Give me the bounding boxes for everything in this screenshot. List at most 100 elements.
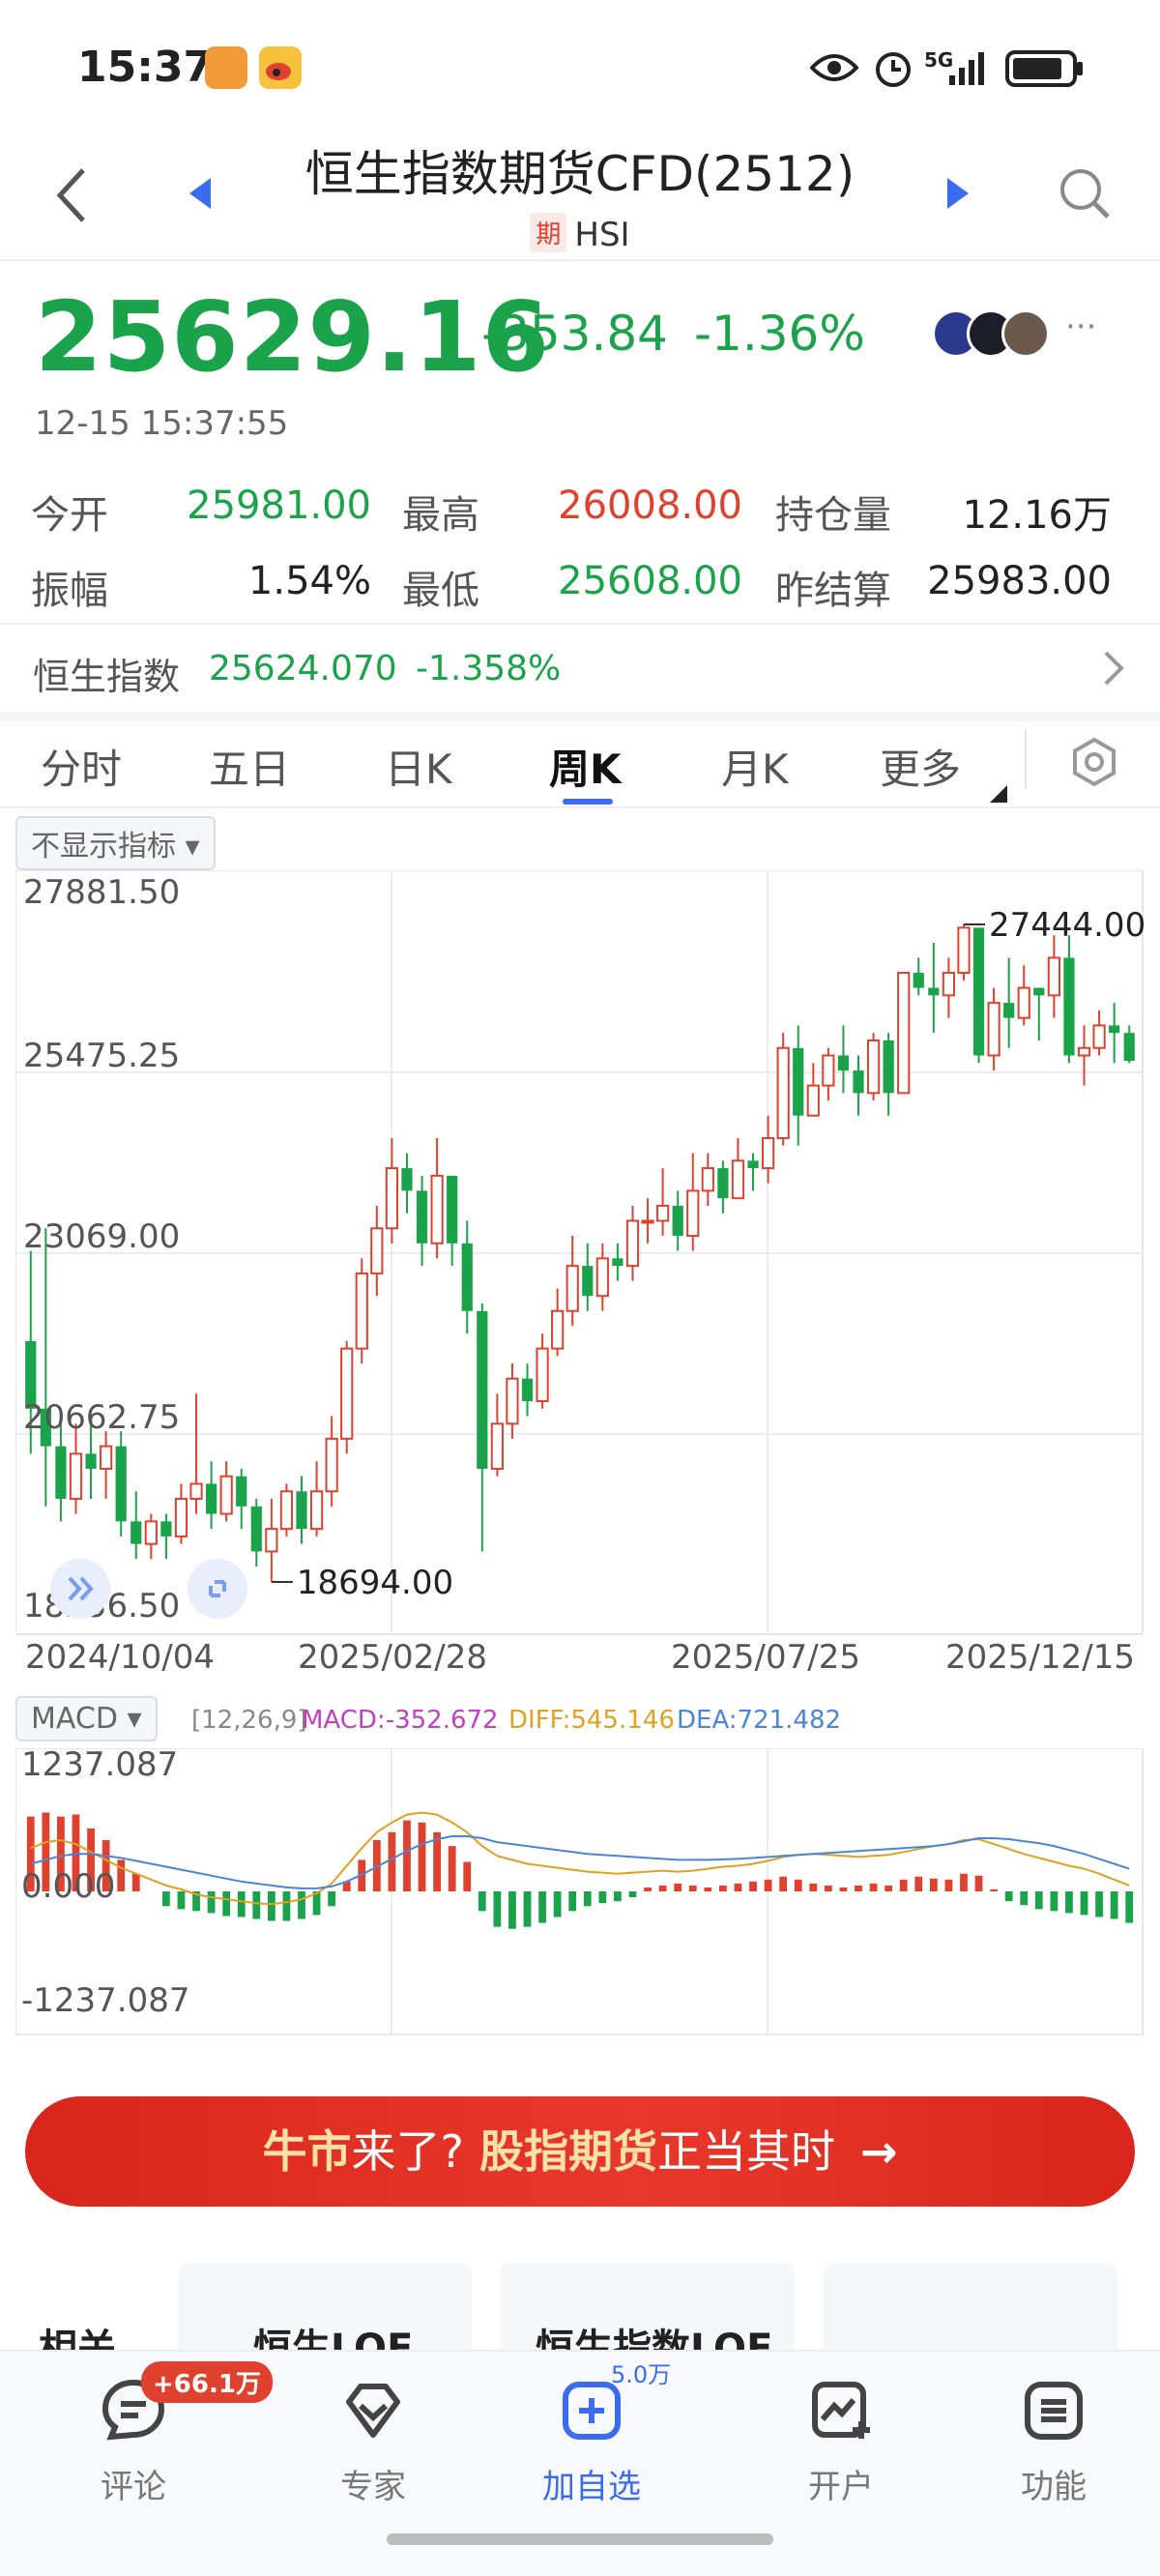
low-value: 25608.00 — [558, 559, 742, 603]
comment-count-badge: +66.1万 — [141, 2361, 273, 2403]
candle-body — [837, 1055, 850, 1071]
candle-body — [957, 926, 971, 975]
candle-body — [1017, 986, 1030, 1019]
underlying-index-row[interactable]: 恒生指数 25624.070 -1.358% — [0, 624, 1160, 711]
macd-y-tick-label: -1237.087 — [21, 1981, 190, 2020]
candle-body — [551, 1309, 565, 1350]
candle-body — [385, 1167, 399, 1230]
candle-body — [928, 987, 940, 996]
more-icon[interactable]: ··· — [1065, 307, 1097, 346]
candle-body — [1077, 1046, 1091, 1057]
candle-body — [582, 1266, 594, 1297]
settings-icon[interactable] — [1069, 737, 1119, 787]
candle-body — [1047, 956, 1060, 997]
user-avatars[interactable] — [932, 309, 1058, 358]
search-icon[interactable] — [1058, 166, 1112, 220]
indicator-dropdown[interactable]: 不显示指标 ▾ — [15, 816, 216, 870]
app-notification-icon — [205, 46, 247, 89]
back-icon[interactable] — [54, 166, 89, 224]
candle-body — [806, 1084, 820, 1117]
y-tick-label: 20662.75 — [23, 1398, 180, 1437]
amplitude-label: 振幅 — [31, 569, 108, 613]
expand-sidebar-button[interactable] — [50, 1559, 110, 1619]
functions-icon — [1025, 2382, 1083, 2440]
candle-body — [641, 1219, 654, 1224]
candle-body — [100, 1445, 113, 1470]
candle-body — [612, 1258, 624, 1267]
signal-icon — [949, 52, 984, 85]
amplitude-value: 1.54% — [247, 559, 371, 603]
dea-value: DEA:721.482 — [677, 1706, 842, 1735]
network-type: 5G — [924, 48, 954, 72]
fullscreen-button[interactable] — [188, 1559, 247, 1619]
candle-body — [566, 1265, 579, 1312]
candle-body — [521, 1378, 534, 1402]
candle-body — [416, 1190, 428, 1244]
candle-body — [130, 1521, 142, 1544]
candle-body — [731, 1159, 745, 1200]
section-divider — [0, 712, 1160, 721]
x-tick-label: 2024/10/04 — [25, 1638, 215, 1677]
candle-body — [625, 1219, 640, 1268]
tab-monthly-k[interactable]: 月K — [721, 746, 789, 793]
candle-body — [987, 1002, 1000, 1057]
prev-settle-value: 25983.00 — [927, 559, 1112, 603]
open-label: 今开 — [31, 493, 108, 538]
tab-daily-k[interactable]: 日K — [385, 746, 452, 793]
y-tick-label: 23069.00 — [23, 1217, 180, 1256]
home-indicator — [387, 2533, 773, 2545]
tab-five-day[interactable]: 五日 — [209, 746, 291, 793]
candle-body — [355, 1272, 368, 1350]
candle-body — [1063, 957, 1075, 1056]
header-divider — [0, 259, 1160, 261]
candle-body — [279, 1490, 294, 1531]
candle-body — [85, 1453, 97, 1469]
nav-functions-label: 功能 — [1021, 2468, 1087, 2506]
candle-body — [401, 1168, 413, 1191]
candle-body — [250, 1506, 262, 1552]
macd-value: MACD:-352.672 — [302, 1706, 499, 1735]
y-tick-label: 25475.25 — [23, 1037, 180, 1075]
macd-dropdown[interactable]: MACD ▾ — [15, 1696, 158, 1742]
nav-add-watchlist[interactable]: 加自选 — [514, 2377, 669, 2507]
next-contract-icon[interactable] — [943, 176, 972, 211]
candle-body — [866, 1039, 881, 1095]
contract-code: 期 HSI — [0, 213, 1160, 254]
candle-body — [325, 1437, 338, 1493]
kline-chart[interactable]: 27881.5025475.2523069.0020662.7518256.50… — [15, 870, 1145, 1683]
prev-settle-label: 昨结算 — [775, 569, 891, 613]
nav-expert-label: 专家 — [340, 2468, 406, 2506]
weibo-icon — [259, 46, 302, 89]
candle-body — [430, 1174, 444, 1244]
candle-body — [761, 1137, 775, 1170]
nav-open-account[interactable]: 开户 — [764, 2377, 918, 2507]
candle-body — [972, 927, 985, 1056]
tab-intraday[interactable]: 分时 — [41, 746, 123, 793]
tab-more-corner-icon — [990, 785, 1007, 803]
index-value: 25624.070 — [209, 649, 397, 688]
candle-body — [717, 1168, 729, 1199]
nav-functions[interactable]: 功能 — [976, 2377, 1131, 2507]
prev-contract-icon[interactable] — [186, 176, 215, 211]
open-account-icon — [812, 2382, 870, 2439]
tab-weekly-k[interactable]: 周K — [549, 746, 622, 793]
candle-body — [174, 1498, 188, 1537]
tab-more[interactable]: 更多 — [880, 746, 962, 793]
title-bar: 恒生指数期货CFD(2512) 期 HSI — [0, 126, 1160, 261]
x-tick-label: 2025/02/28 — [298, 1638, 487, 1677]
macd-params: [12,26,9] — [191, 1706, 307, 1735]
page-title: 恒生指数期货CFD(2512) — [304, 146, 856, 202]
nav-expert[interactable]: 专家 — [296, 2377, 450, 2507]
candle-body — [1033, 987, 1045, 996]
promo-banner[interactable]: 牛市来了? 股指期货正当其时 → — [25, 2096, 1135, 2207]
candle-body — [506, 1377, 519, 1425]
avatar — [1001, 309, 1050, 358]
open-value: 25981.00 — [187, 483, 371, 528]
banner-text-1: 牛市 — [262, 2125, 352, 2178]
stats-divider — [0, 623, 1160, 625]
nav-open-account-label: 开户 — [808, 2468, 874, 2506]
candle-body — [536, 1347, 549, 1403]
nav-comment[interactable]: 评论 — [56, 2377, 211, 2507]
candle-body — [189, 1482, 203, 1501]
macd-y-tick-label: 0.000 — [21, 1867, 115, 1906]
